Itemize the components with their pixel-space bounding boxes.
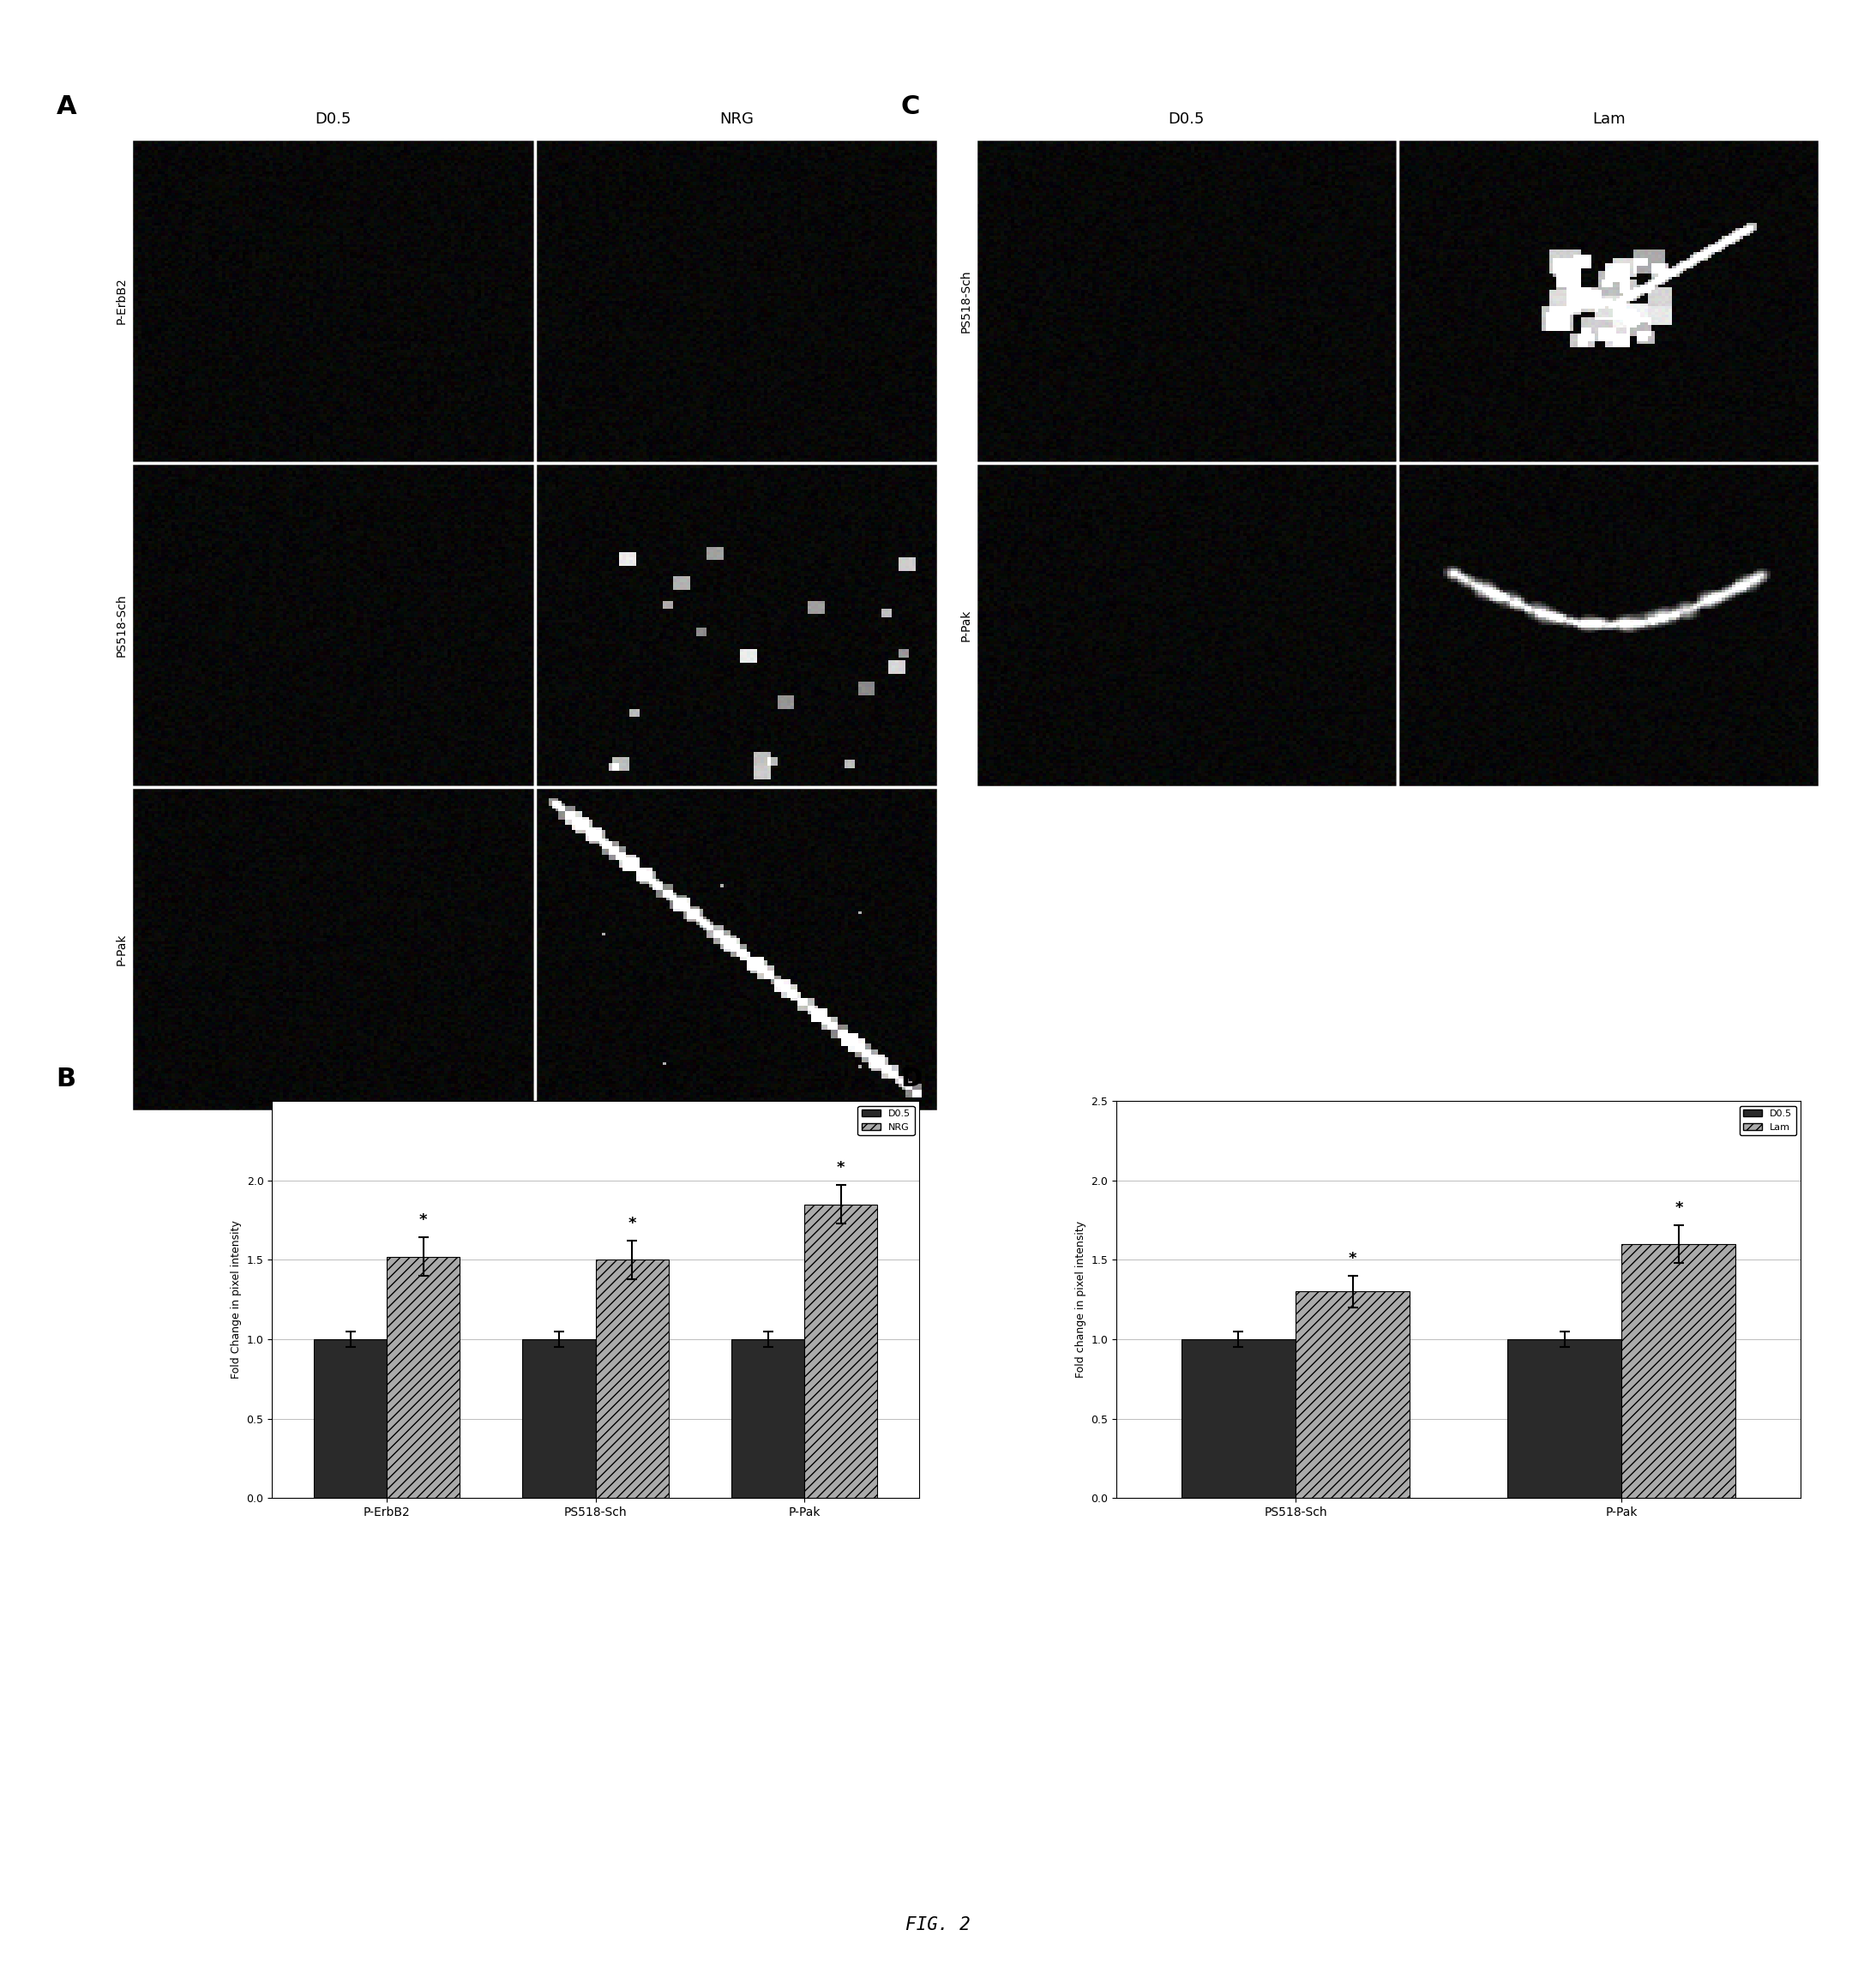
Bar	[1508, 1339, 1621, 1498]
Text: *: *	[628, 1216, 636, 1232]
Bar	[523, 1339, 597, 1498]
Text: PS518-Sch: PS518-Sch	[961, 270, 972, 333]
Text: PS518-Sch: PS518-Sch	[116, 593, 128, 657]
Text: Lam: Lam	[1593, 111, 1625, 127]
Bar	[313, 1339, 386, 1498]
Bar	[805, 1204, 878, 1498]
Bar	[1296, 1292, 1409, 1498]
Text: C: C	[900, 93, 919, 119]
Bar	[1621, 1244, 1735, 1498]
Text: FIG. 2: FIG. 2	[906, 1917, 970, 1932]
Text: *: *	[1675, 1200, 1683, 1216]
Text: B: B	[56, 1065, 77, 1091]
Text: A: A	[56, 93, 77, 119]
Text: D: D	[900, 1065, 923, 1091]
Text: *: *	[420, 1212, 428, 1228]
Text: P-Pak: P-Pak	[116, 932, 128, 964]
Text: P-Pak: P-Pak	[961, 609, 972, 641]
Legend: D0.5, NRG: D0.5, NRG	[857, 1105, 914, 1135]
Y-axis label: Fold change in pixel intensity: Fold change in pixel intensity	[1075, 1220, 1086, 1379]
Text: NRG: NRG	[719, 111, 754, 127]
Y-axis label: Fold Change in pixel intensity: Fold Change in pixel intensity	[231, 1220, 242, 1379]
Bar	[1182, 1339, 1296, 1498]
Text: *: *	[837, 1161, 844, 1177]
Text: D0.5: D0.5	[1169, 111, 1204, 127]
Text: *: *	[1349, 1250, 1356, 1266]
Bar	[732, 1339, 805, 1498]
Bar	[386, 1256, 460, 1498]
Bar	[597, 1260, 668, 1498]
Text: P-ErbB2: P-ErbB2	[116, 278, 128, 323]
Legend: D0.5, Lam: D0.5, Lam	[1739, 1105, 1795, 1135]
Text: D0.5: D0.5	[315, 111, 351, 127]
